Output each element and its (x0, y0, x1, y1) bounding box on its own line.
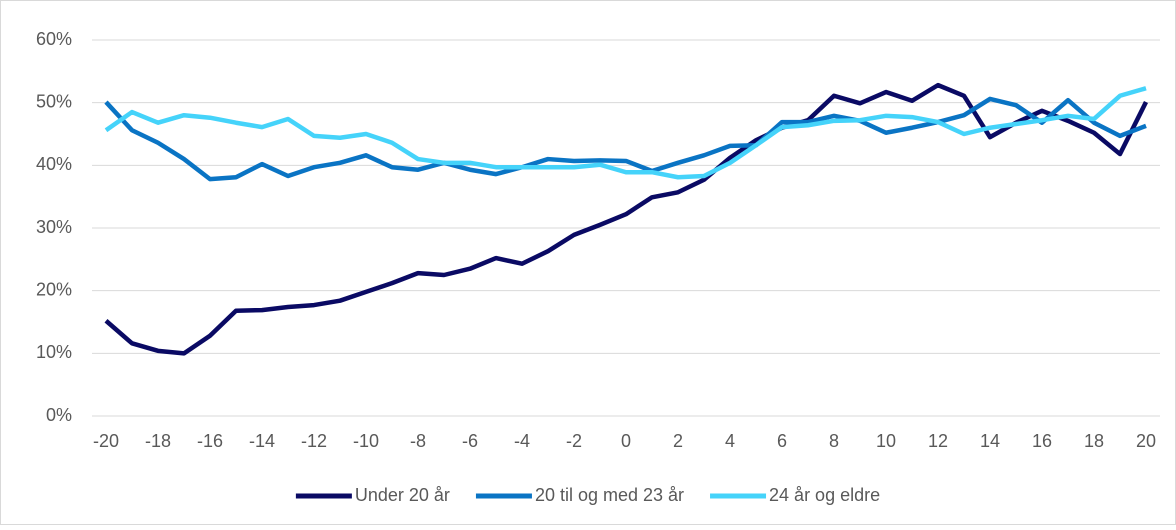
legend-label: 20 til og med 23 år (535, 485, 684, 505)
y-tick-label: 20% (36, 279, 72, 299)
x-tick-label: 20 (1136, 431, 1156, 451)
x-tick-label: -20 (93, 431, 119, 451)
x-tick-label: 18 (1084, 431, 1104, 451)
x-tick-label: -6 (462, 431, 478, 451)
y-tick-label: 0% (46, 405, 72, 425)
legend-label: Under 20 år (355, 485, 450, 505)
x-tick-label: 10 (876, 431, 896, 451)
x-tick-label: -16 (197, 431, 223, 451)
y-tick-label: 30% (36, 217, 72, 237)
x-tick-label: 2 (673, 431, 683, 451)
series-line (104, 86, 1147, 180)
x-tick-label: -10 (353, 431, 379, 451)
legend-label: 24 år og eldre (769, 485, 880, 505)
x-tick-label: 16 (1032, 431, 1052, 451)
x-tick-label: 6 (777, 431, 787, 451)
series-line (104, 96, 1147, 182)
x-tick-label: -8 (410, 431, 426, 451)
x-tick-label: 4 (725, 431, 735, 451)
x-tick-label: -18 (145, 431, 171, 451)
y-tick-label: 40% (36, 154, 72, 174)
y-tick-label: 10% (36, 342, 72, 362)
x-tick-label: -14 (249, 431, 275, 451)
x-tick-label: 8 (829, 431, 839, 451)
y-tick-label: 60% (36, 29, 72, 49)
x-tick-label: 0 (621, 431, 631, 451)
x-tick-label: 14 (980, 431, 1000, 451)
x-tick-label: -2 (566, 431, 582, 451)
x-tick-label: -12 (301, 431, 327, 451)
x-tick-label: 12 (928, 431, 948, 451)
x-tick-label: -4 (514, 431, 530, 451)
y-tick-label: 50% (36, 91, 72, 111)
